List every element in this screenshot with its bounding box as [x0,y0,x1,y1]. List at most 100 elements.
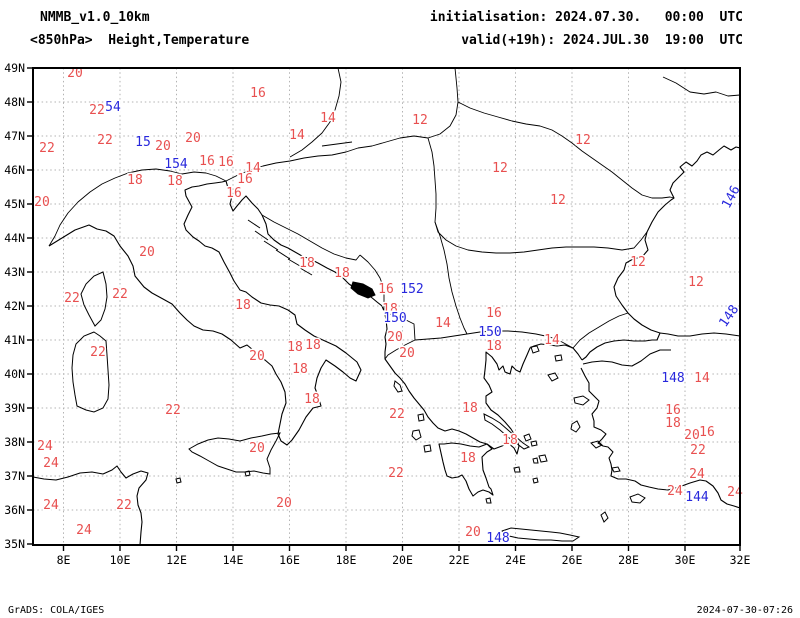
temperature-contour-label: 18 [287,340,303,355]
coastline-italy-balkans [48,180,583,455]
border-line [434,221,468,335]
island-kos [611,466,621,473]
lon-axis-label: 14E [223,553,244,567]
temperature-contour-label: 18 [127,173,143,188]
island-cephalonia [411,429,422,441]
temperature-contour-label: 18 [334,266,350,281]
temperature-contour-label: 22 [64,291,80,306]
lat-axis-label: 37N [4,469,25,483]
island-corfu [393,380,403,393]
island-samos [590,440,603,449]
lat-axis-label: 43N [4,265,25,279]
height-contour-label: 54 [105,100,121,115]
island-karpathos [600,511,609,523]
initialisation-time: initialisation: 2024.07.30. 00:00 UTC [430,10,743,25]
country-borders [48,68,740,360]
temperature-contour-label: 14 [694,371,710,386]
temperature-contour-label: 22 [165,403,181,418]
temperature-contour-label: 12 [550,193,566,208]
temperature-contour-label: 22 [690,443,706,458]
island-pantelleria [175,477,182,484]
island-zakynthos [423,444,432,453]
height-contour-label: 154 [164,157,188,172]
temperature-contour-label: 14 [289,128,305,143]
temperature-contour-label: 20 [249,349,265,364]
temperature-contour-label: 12 [630,255,646,270]
temperature-contour-label: 16 [486,306,502,321]
temp-contour-line [108,186,210,203]
lon-axis-label: 12E [166,553,187,567]
temperature-contour-label: 20 [249,441,265,456]
lon-axis-label: 10E [110,553,131,567]
temperature-contour-label: 16 [199,154,215,169]
island-sicily [188,432,281,475]
lon-axis-label: 28E [618,553,639,567]
temperature-contour-label: 16 [237,172,253,187]
island-corsica [80,271,108,327]
coastline-north-africa [33,465,149,545]
coastline-blacksea-west [613,145,740,334]
lat-axis-label: 44N [4,231,25,245]
lat-axis-label: 42N [4,299,25,313]
map-footer: GrADS: COLA/IGES 2024-07-30-07:26 [8,605,793,616]
border-line [321,141,353,147]
temperature-contour-label: 18 [305,338,321,353]
lat-axis-label: 49N [4,61,25,75]
temperature-contour-label: 18 [486,339,502,354]
temperature-contour-label: 12 [688,275,704,290]
height-contour-label: 144 [685,490,709,505]
temperature-contour-label: 22 [39,141,55,156]
temperature-contour-label: 20 [155,139,171,154]
temperature-contour-label: 18 [665,416,681,431]
temperature-contour-label: 20 [185,131,201,146]
temperature-contour-label: 18 [235,298,251,313]
border-line [662,76,740,97]
island-samothrace [554,354,563,362]
temperature-contour-label: 16 [218,155,234,170]
temp-contour-line [386,376,412,502]
border-line [48,168,227,247]
lat-axis-label: 38N [4,435,25,449]
temperature-contour-label: 22 [89,103,105,118]
axis-labels: 8E 10E 12E 14E 16E 18E 20E 22E 24E 26E 28E 30E 32E 49… [4,61,750,567]
island-rhodes [629,493,646,504]
island-malta [244,470,251,477]
lon-axis-label: 30E [675,553,696,567]
islands [71,219,646,542]
island-lefkada [417,413,425,422]
lat-axis-label: 47N [4,129,25,143]
island-kythira [485,497,492,504]
temperature-contour-label: 20 [276,496,292,511]
coastline-marmara-south [582,349,671,367]
temperature-contour-label: 14 [435,316,451,331]
temp-contour-line [566,68,740,284]
temperature-contour-label: 16 [378,282,394,297]
border-line [427,137,648,254]
border-line [357,68,459,149]
lat-axis-label: 40N [4,367,25,381]
temperature-contour-label: 16 [226,186,242,201]
border-line [359,254,385,311]
temperature-contour-label: 18 [299,256,315,271]
border-line [466,330,574,349]
kotor-dense-coast [350,281,376,299]
border-line [572,312,629,349]
temperature-contour-label: 20 [387,330,403,345]
lon-axis-label: 16E [279,553,300,567]
creation-timestamp: 2024-07-30-07:26 [697,605,793,616]
temperature-contour-label: 18 [167,174,183,189]
lat-axis-label: 45N [4,197,25,211]
height-contour-label: 152 [400,282,423,297]
lat-axis-label: 35N [4,537,25,551]
lat-axis-label: 39N [4,401,25,415]
coastline-marmara-north [581,332,740,361]
border-line [383,310,416,341]
model-title: NMMB_v1.0_10km [40,10,150,25]
lon-axis-label: 26E [562,553,583,567]
valid-time: valid(+19h): 2024.JUL.30 19:00 UTC [461,33,743,48]
temp-contour-line [33,511,58,539]
temperature-contour-label: 16 [665,403,681,418]
temperature-contour-label: 22 [97,133,113,148]
temperature-contour-label: 18 [304,392,320,407]
